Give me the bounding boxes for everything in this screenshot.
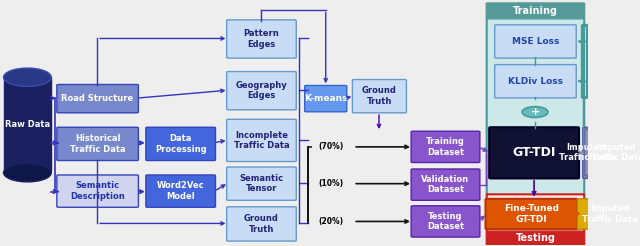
FancyBboxPatch shape — [583, 25, 589, 96]
Text: Ground
Truth: Ground Truth — [362, 86, 397, 106]
Text: Data
Processing: Data Processing — [155, 134, 207, 154]
FancyBboxPatch shape — [227, 167, 296, 200]
Text: +: + — [531, 107, 540, 117]
Text: Historical
Traffic Data: Historical Traffic Data — [70, 134, 125, 154]
Text: (70%): (70%) — [319, 142, 344, 151]
Text: Word2Vec
Model: Word2Vec Model — [157, 181, 205, 201]
FancyBboxPatch shape — [227, 207, 296, 241]
FancyBboxPatch shape — [495, 25, 576, 58]
Text: Testing
Dataset: Testing Dataset — [427, 212, 464, 231]
FancyBboxPatch shape — [495, 65, 576, 98]
FancyBboxPatch shape — [227, 119, 296, 162]
Text: Fine-Tuned
GT-TDI: Fine-Tuned GT-TDI — [504, 204, 559, 224]
Ellipse shape — [4, 164, 51, 182]
Text: Semantic
Description: Semantic Description — [70, 181, 125, 201]
FancyBboxPatch shape — [583, 127, 588, 178]
FancyBboxPatch shape — [585, 129, 588, 175]
FancyBboxPatch shape — [489, 127, 579, 178]
Text: Semantic
Tensor: Semantic Tensor — [239, 174, 284, 193]
Text: (20%): (20%) — [319, 217, 344, 226]
FancyBboxPatch shape — [353, 79, 406, 113]
FancyBboxPatch shape — [486, 199, 577, 229]
Text: Training
Dataset: Training Dataset — [426, 137, 465, 156]
Text: Incomplete
Traffic Data: Incomplete Traffic Data — [234, 131, 289, 150]
Text: Ground
Truth: Ground Truth — [244, 214, 279, 234]
Text: Pattern
Edges: Pattern Edges — [244, 29, 279, 49]
FancyBboxPatch shape — [411, 206, 480, 237]
Text: MSE Loss: MSE Loss — [512, 37, 559, 46]
Text: Imputed
Traffic Data: Imputed Traffic Data — [588, 143, 640, 162]
FancyBboxPatch shape — [57, 175, 138, 207]
FancyBboxPatch shape — [577, 199, 640, 229]
Text: Road Structure: Road Structure — [61, 94, 134, 103]
FancyBboxPatch shape — [4, 77, 51, 171]
Text: GT-TDI: GT-TDI — [513, 146, 556, 159]
FancyBboxPatch shape — [411, 131, 480, 163]
FancyBboxPatch shape — [57, 127, 138, 161]
Text: Training: Training — [513, 6, 558, 16]
Ellipse shape — [4, 68, 51, 86]
FancyBboxPatch shape — [582, 25, 591, 98]
Text: Raw Data: Raw Data — [5, 121, 50, 129]
Text: K-means: K-means — [304, 94, 348, 103]
FancyBboxPatch shape — [411, 169, 480, 200]
FancyBboxPatch shape — [227, 20, 296, 58]
Text: (10%): (10%) — [319, 179, 344, 188]
FancyBboxPatch shape — [584, 26, 588, 97]
FancyBboxPatch shape — [305, 85, 347, 112]
FancyBboxPatch shape — [486, 231, 584, 246]
Text: Geography
Edges: Geography Edges — [236, 81, 287, 100]
Circle shape — [522, 107, 548, 117]
Text: Imputed
Traffic Data: Imputed Traffic Data — [582, 204, 637, 224]
FancyBboxPatch shape — [486, 3, 584, 19]
Text: Validation
Dataset: Validation Dataset — [422, 175, 470, 194]
FancyBboxPatch shape — [146, 175, 216, 207]
FancyBboxPatch shape — [227, 72, 296, 110]
Text: Testing: Testing — [515, 233, 556, 243]
FancyBboxPatch shape — [585, 129, 640, 175]
Text: Imputed
Traffic Data: Imputed Traffic Data — [559, 143, 614, 162]
FancyBboxPatch shape — [486, 3, 584, 195]
FancyBboxPatch shape — [146, 127, 216, 161]
FancyBboxPatch shape — [486, 194, 584, 246]
FancyBboxPatch shape — [57, 84, 138, 113]
Text: KLDiv Loss: KLDiv Loss — [508, 77, 563, 86]
